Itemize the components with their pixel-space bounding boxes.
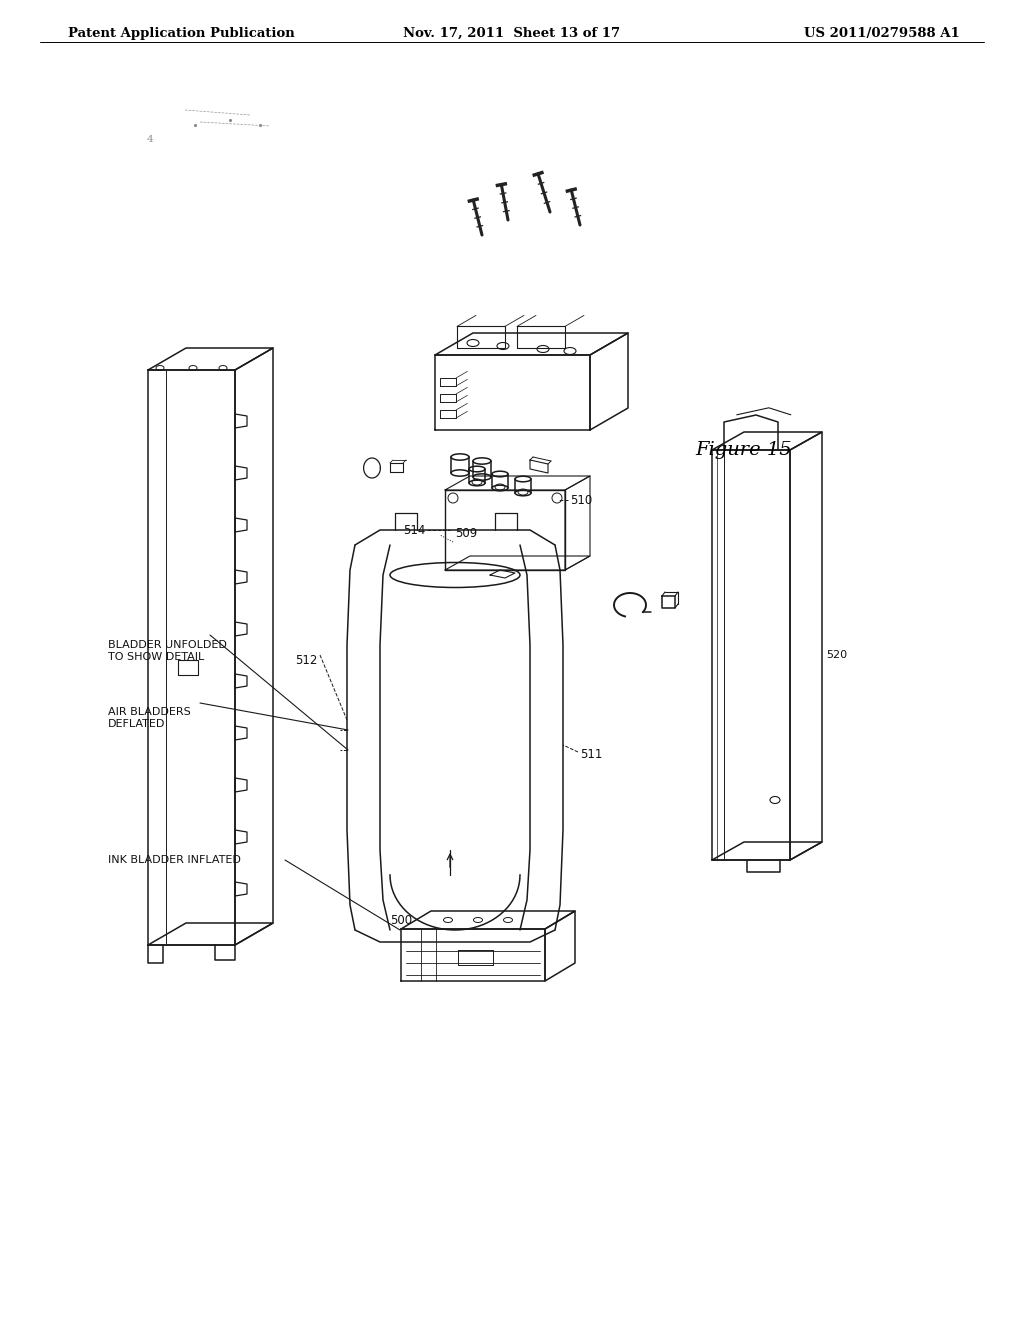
Text: US 2011/0279588 A1: US 2011/0279588 A1 <box>804 26 961 40</box>
Text: 512: 512 <box>295 653 317 667</box>
Text: 511: 511 <box>580 748 602 762</box>
Text: 514: 514 <box>402 524 425 536</box>
Text: BLADDER UNFOLDED
TO SHOW DETAIL: BLADDER UNFOLDED TO SHOW DETAIL <box>108 640 227 663</box>
Text: Nov. 17, 2011  Sheet 13 of 17: Nov. 17, 2011 Sheet 13 of 17 <box>403 26 621 40</box>
Text: 510: 510 <box>570 494 592 507</box>
Text: 509: 509 <box>455 527 477 540</box>
Text: Patent Application Publication: Patent Application Publication <box>68 26 295 40</box>
Text: 4: 4 <box>147 136 154 144</box>
Text: AIR BLADDERS
DEFLATED: AIR BLADDERS DEFLATED <box>108 708 190 730</box>
Text: 500: 500 <box>390 913 412 927</box>
Text: 520: 520 <box>826 649 847 660</box>
Text: INK BLADDER INFLATED: INK BLADDER INFLATED <box>108 855 241 865</box>
Text: Figure 15: Figure 15 <box>695 441 792 459</box>
